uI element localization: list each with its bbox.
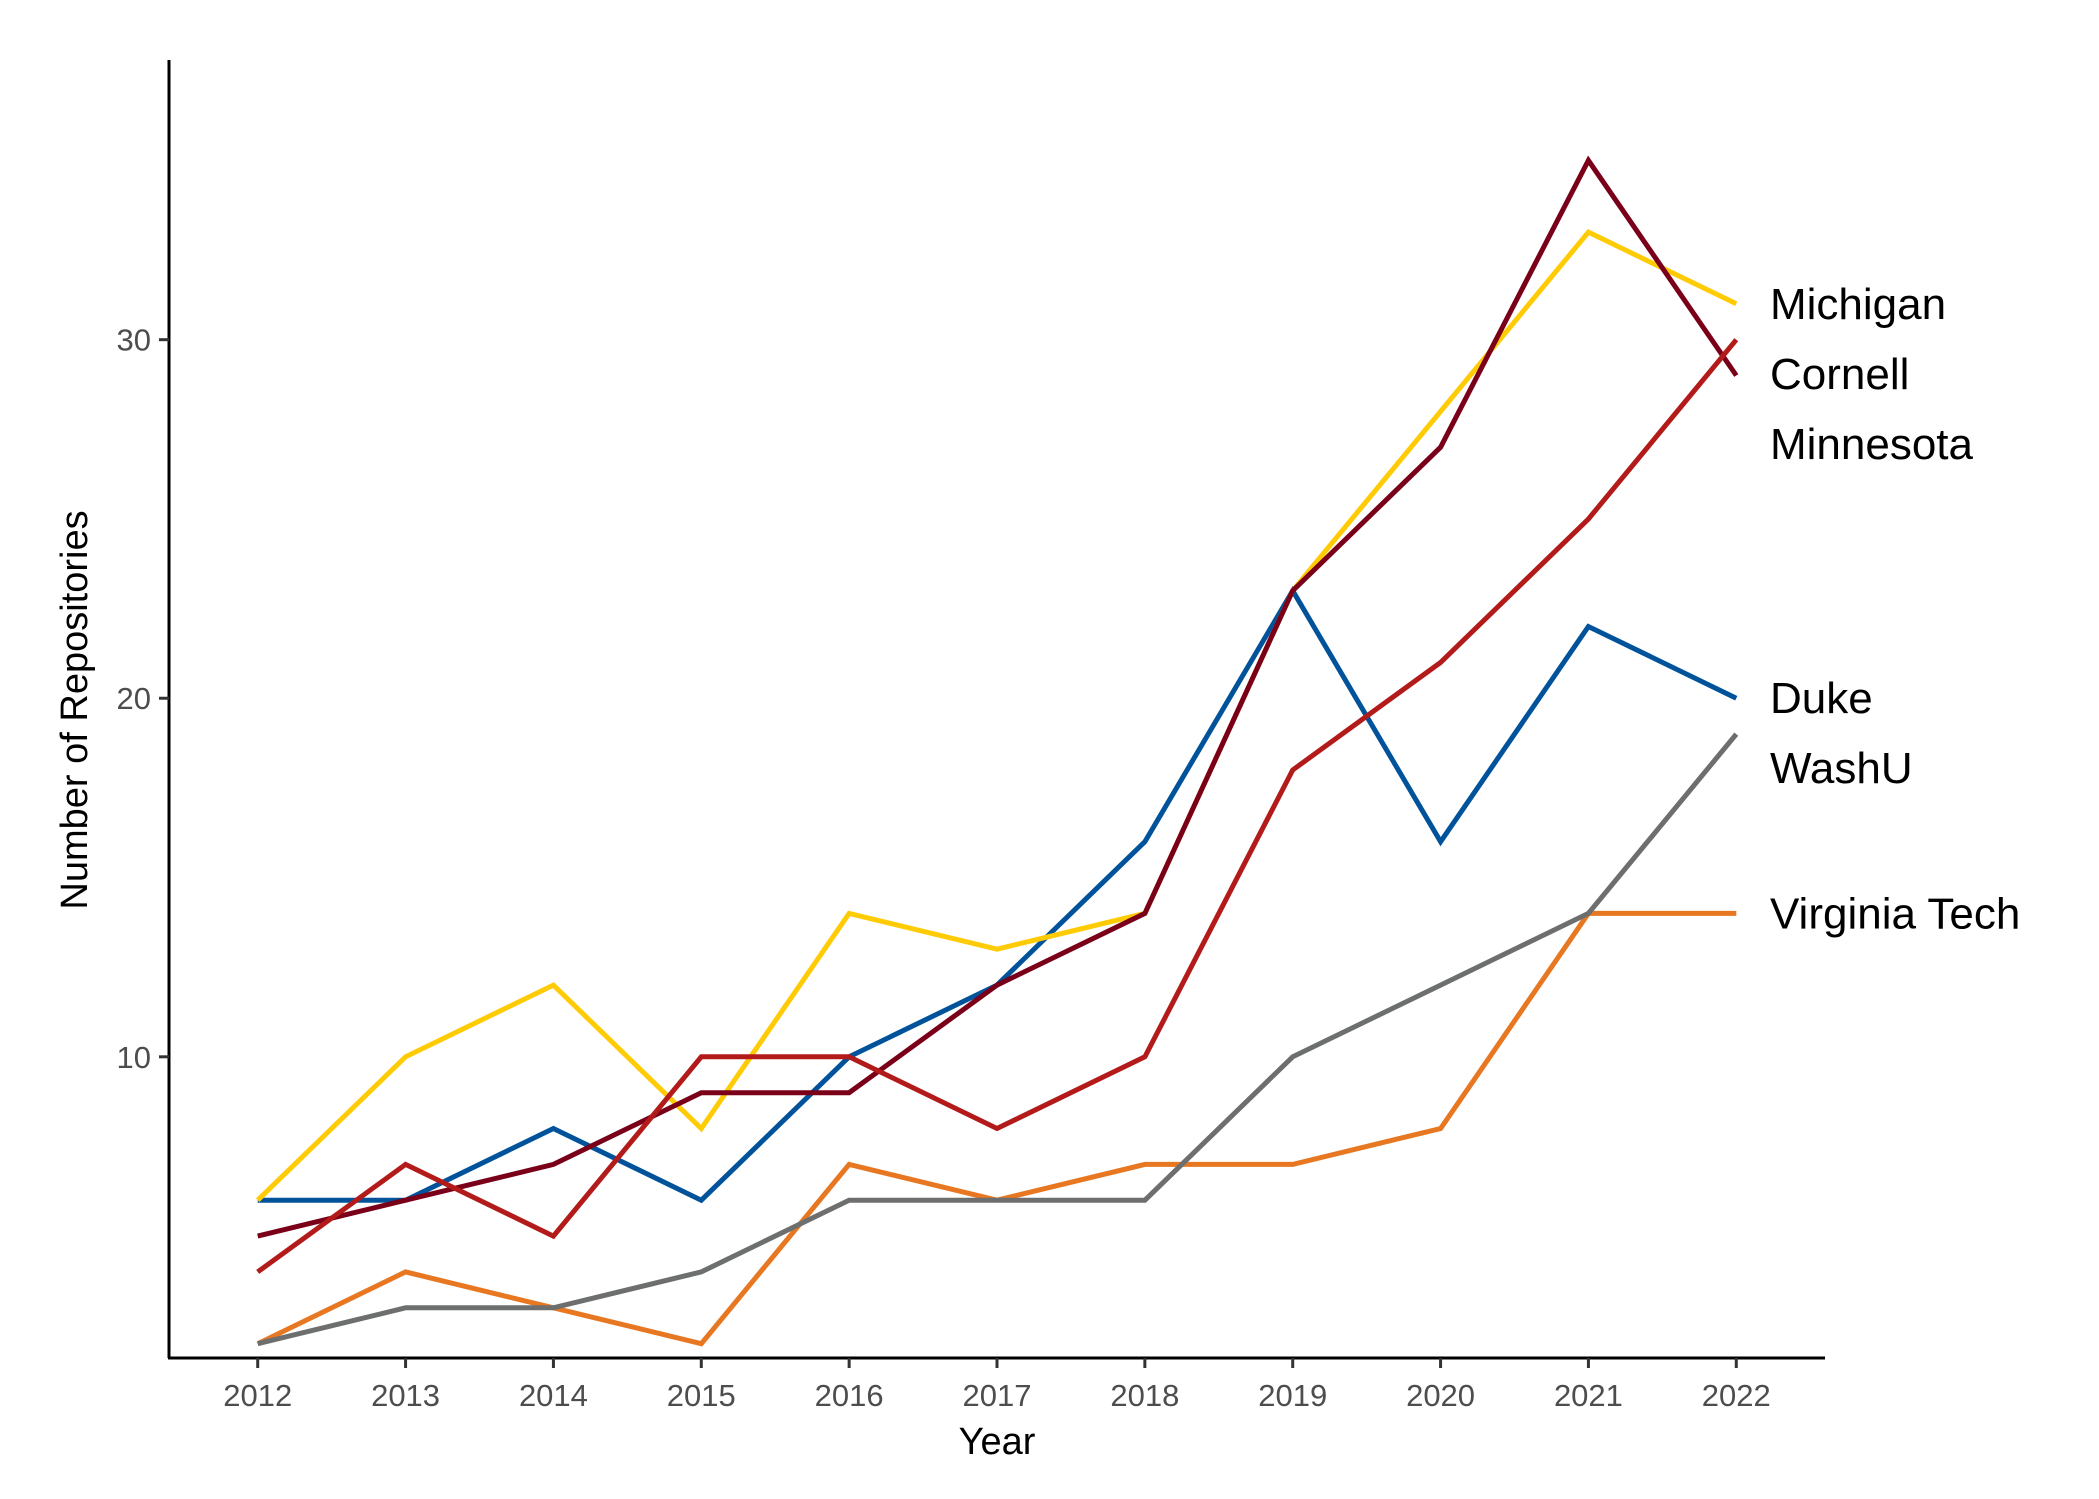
y-tick-label-10: 10 (117, 1040, 151, 1075)
x-tick-label-2017: 2017 (963, 1378, 1032, 1413)
series-line-duke (257, 585, 1738, 1204)
series-line-minnesota (257, 155, 1739, 1239)
series-lines (255, 155, 1739, 1347)
y-tick-label-30: 30 (117, 323, 151, 358)
series-line-michigan (255, 228, 1738, 1202)
y-tick-label-20: 20 (117, 681, 151, 716)
x-tick-label-2018: 2018 (1110, 1378, 1179, 1413)
series-labels: Michigan Cornell Minnesota Duke WashU Virgini… (1770, 280, 2020, 939)
series-line-washu (257, 732, 1739, 1347)
x-tick-label-2020: 2020 (1406, 1378, 1475, 1413)
series-label-duke: Duke (1770, 674, 1873, 723)
series-label-michigan: Michigan (1770, 280, 1946, 329)
series-label-minnesota: Minnesota (1770, 420, 1974, 469)
x-tick-label-2013: 2013 (371, 1378, 440, 1413)
y-axis-ticks: 10 20 30 (117, 323, 169, 1075)
x-tick-label-2021: 2021 (1554, 1378, 1623, 1413)
x-axis-title: Year (959, 1421, 1036, 1463)
x-tick-label-2022: 2022 (1702, 1378, 1771, 1413)
series-label-washu: WashU (1770, 744, 1913, 793)
x-axis-ticks: 2012 2013 2014 2015 2016 2017 2018 2019 2020 2021… (223, 1358, 1771, 1413)
x-tick-label-2016: 2016 (815, 1378, 884, 1413)
series-line-cornell (256, 338, 1739, 1274)
series-label-virginia-tech: Virginia Tech (1770, 889, 2020, 938)
x-tick-label-2014: 2014 (519, 1378, 588, 1413)
y-axis-title: Number of Repositories (54, 510, 96, 909)
x-tick-label-2012: 2012 (223, 1378, 292, 1413)
x-tick-label-2015: 2015 (667, 1378, 736, 1413)
x-tick-label-2019: 2019 (1258, 1378, 1327, 1413)
series-label-cornell: Cornell (1770, 350, 1909, 399)
